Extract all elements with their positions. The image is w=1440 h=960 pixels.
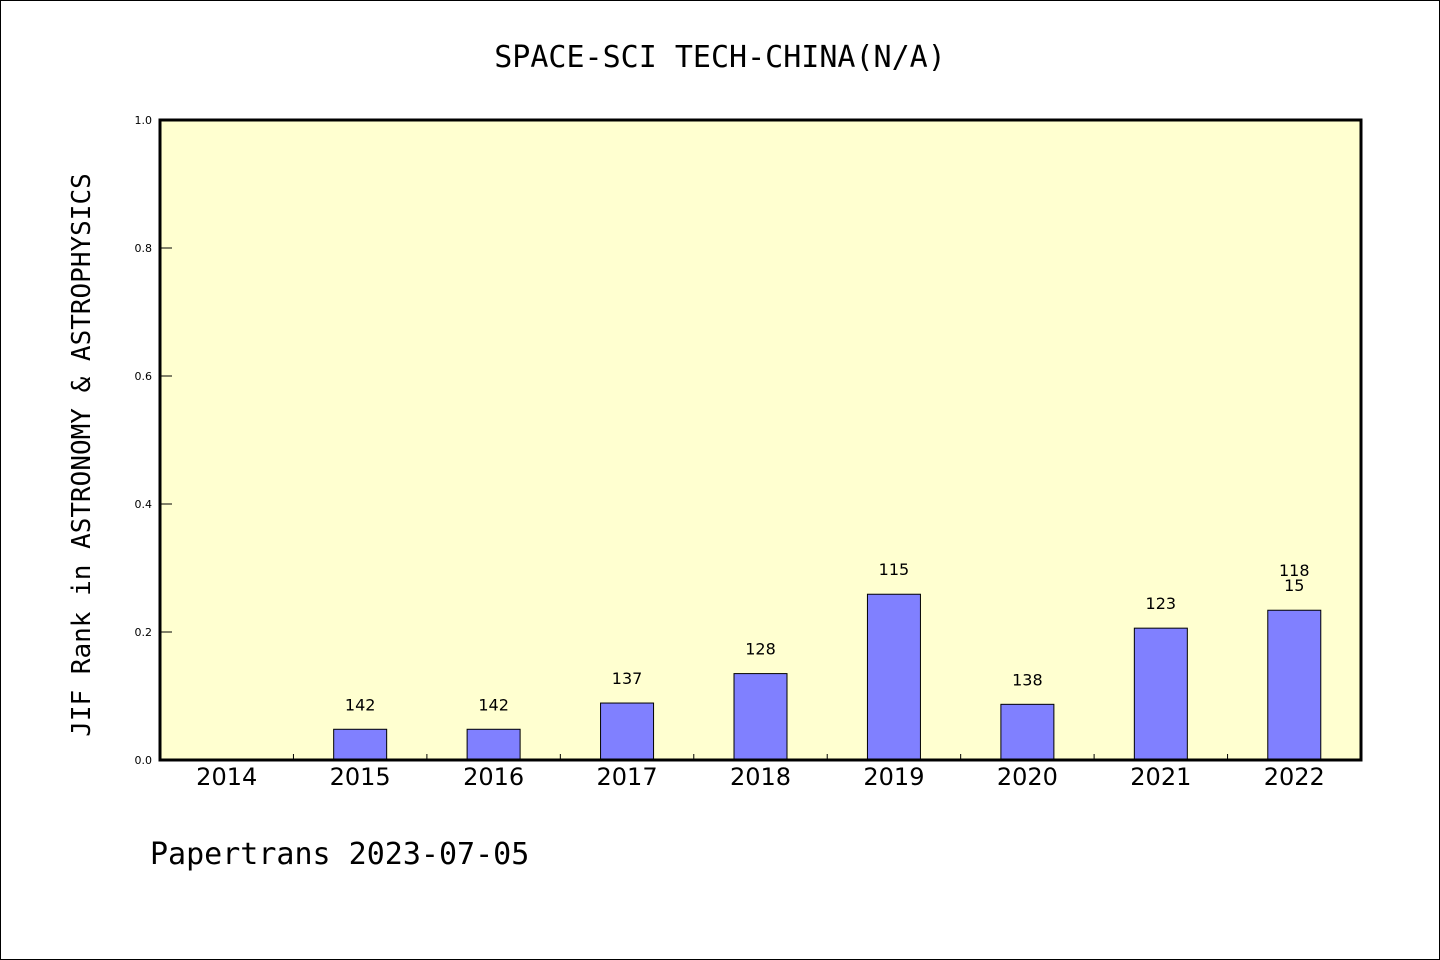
bar-2019 [866, 593, 921, 761]
y-tick-label-5: 1.0 [135, 114, 153, 127]
x-tick-label-2019: 2019 [863, 763, 924, 791]
bar-2021 [1133, 627, 1188, 761]
data-label-2022: 15 [1284, 576, 1304, 595]
y-axis-label: JIF Rank in ASTRONOMY & ASTROPHYSICS [67, 173, 97, 737]
x-tick-label-2018: 2018 [730, 763, 791, 791]
data-label-2016: 142 [478, 695, 509, 714]
x-tick-label-2020: 2020 [997, 763, 1058, 791]
bar-2022 [1267, 609, 1322, 761]
x-tick-label-2017: 2017 [597, 763, 658, 791]
data-label-2020: 138 [1012, 670, 1043, 689]
data-label-2021: 123 [1146, 594, 1177, 613]
x-tick-label-2016: 2016 [463, 763, 524, 791]
x-tick-label-2015: 2015 [330, 763, 391, 791]
axes-group: 2014 2015 2016 2017 2018 2019 2020 2021 2022 0.0 0… [135, 114, 1325, 791]
bar-2015 [333, 728, 388, 761]
data-label-extra-2022: 118 [1279, 561, 1310, 580]
bar-2017 [600, 702, 655, 761]
x-tick-label-2021: 2021 [1130, 763, 1191, 791]
data-label-2018: 128 [745, 640, 776, 659]
bar-2018 [733, 673, 788, 761]
y-tick-label-3: 0.6 [135, 370, 153, 383]
y-tick-label-4: 0.8 [135, 242, 153, 255]
y-tick-label-2: 0.4 [135, 498, 153, 511]
bar-2020 [1000, 703, 1055, 761]
footer-credit: Papertrans 2023-07-05 [150, 837, 529, 872]
x-tick-label-2014: 2014 [196, 763, 257, 791]
data-label-2019: 115 [879, 560, 910, 579]
data-label-2015: 142 [345, 695, 376, 714]
plot-border [158, 118, 1363, 762]
data-label-2017: 137 [612, 669, 643, 688]
x-tick-label-2022: 2022 [1264, 763, 1325, 791]
y-tick-label-1: 0.2 [135, 626, 153, 639]
y-tick-label-0: 0.0 [135, 754, 153, 767]
bar-2016 [466, 728, 521, 761]
chart-title: SPACE-SCI TECH-CHINA(N/A) [494, 40, 946, 75]
